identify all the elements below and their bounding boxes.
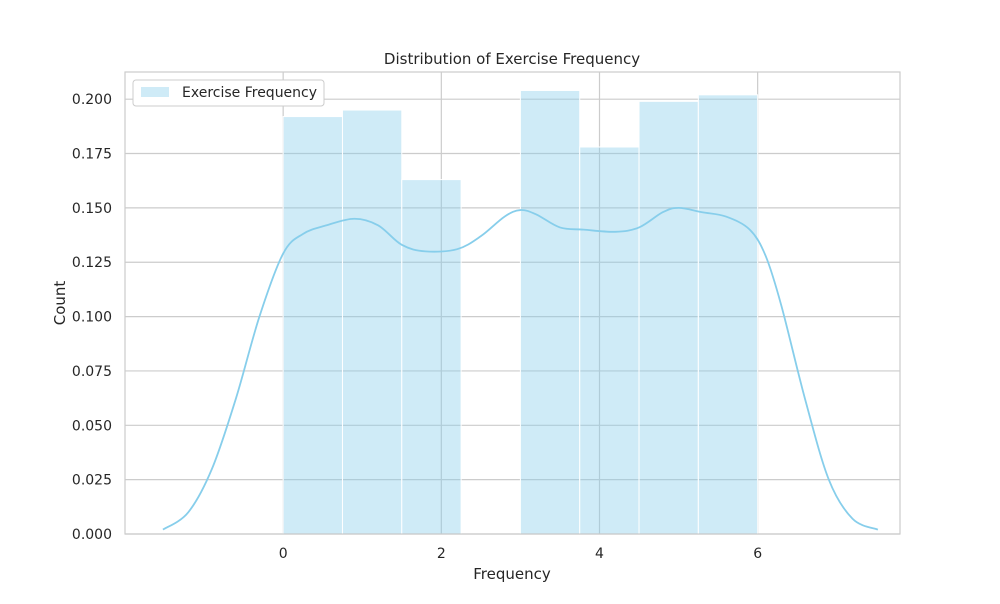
histogram-bar — [519, 89, 581, 535]
y-tick-label: 0.200 — [72, 92, 112, 108]
y-tick-label: 0.100 — [72, 310, 112, 326]
x-tick-labels: 0 2 4 6 — [279, 546, 762, 562]
x-tick-label: 0 — [279, 546, 288, 562]
y-tick-label: 0.050 — [72, 418, 112, 434]
histogram-bar — [579, 146, 640, 535]
y-tick-labels: 0.000 0.025 0.050 0.075 0.100 0.125 0.150 0.175… — [72, 92, 112, 543]
y-tick-label: 0.025 — [72, 473, 112, 489]
legend-box — [132, 79, 325, 107]
y-tick-label: 0.000 — [72, 527, 112, 543]
histogram-bar — [697, 94, 759, 535]
kde-curve — [162, 206, 879, 531]
chart-title: Distribution of Exercise Frequency — [384, 50, 640, 68]
x-tick-label: 6 — [753, 546, 762, 562]
y-axis-label: Count — [51, 281, 69, 326]
legend-label: Exercise Frequency — [182, 85, 317, 101]
legend: Exercise Frequency — [132, 79, 325, 107]
histogram-bar — [401, 179, 462, 535]
x-axis-label: Frequency — [473, 565, 551, 583]
y-tick-label: 0.150 — [72, 201, 112, 217]
x-tick-label: 2 — [437, 546, 446, 562]
kde-curve-group — [162, 206, 879, 531]
x-tick-label: 4 — [595, 546, 604, 562]
histogram-bar — [282, 116, 343, 535]
y-tick-label: 0.075 — [72, 364, 112, 380]
histogram-bar — [341, 109, 403, 535]
histogram-bars — [282, 89, 759, 535]
histogram-bar — [638, 100, 699, 535]
y-tick-label: 0.175 — [72, 147, 112, 163]
grid-lines — [125, 72, 900, 535]
plot-frame — [124, 71, 901, 535]
legend-swatch — [141, 87, 169, 97]
y-tick-label: 0.125 — [72, 255, 112, 271]
